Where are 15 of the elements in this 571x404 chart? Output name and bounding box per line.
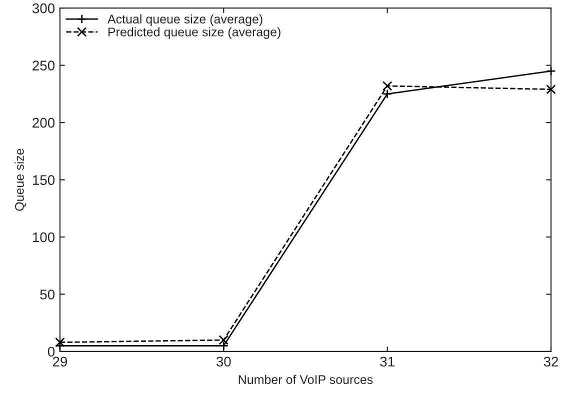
y-tick-label: 150 [32, 175, 55, 185]
legend-label: Predicted queue size (average) [108, 27, 280, 39]
y-axis-title: Queue size [14, 148, 26, 211]
y-tick-label: 100 [32, 232, 55, 242]
x-tick-label: 29 [52, 356, 68, 367]
y-tick-label: 200 [32, 118, 55, 128]
y-tick-label: 50 [40, 290, 55, 300]
x-axis-title: Number of VoIP sources [238, 374, 373, 384]
legend-label: Actual queue size (average) [107, 14, 262, 26]
x-tick-label: 32 [544, 356, 558, 367]
y-tick-label: 300 [32, 3, 55, 14]
y-tick-label: 250 [32, 60, 55, 70]
y-tick-label: 0 [48, 346, 55, 357]
x-tick-label: 31 [380, 356, 394, 367]
x-tick-label: 30 [216, 356, 231, 367]
